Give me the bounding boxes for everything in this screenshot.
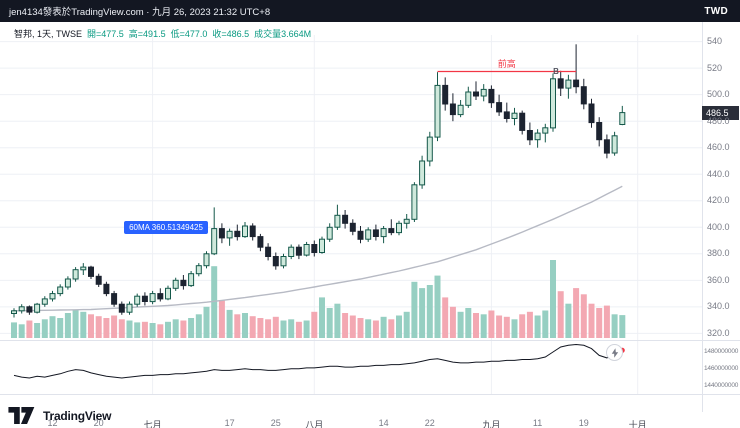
indicator-axis-label: 1460000000 [704,364,739,372]
price-axis-label: 340.0 [707,301,730,312]
time-axis-label: 12 [47,418,58,428]
boost-button[interactable] [606,344,623,361]
time-axis-month-label: 九月 [482,420,501,428]
time-axis-month-label: 八月 [305,420,324,428]
time-axis[interactable]: 12 20 七月 17 25 八月 14 22 九月 11 19 十月 [0,416,702,428]
tradingview-logo-icon [8,407,35,424]
price-axis-label: 360.0 [707,274,730,285]
currency-label: TWD [704,5,728,17]
symbol-title: 智邦, 1天, TWSE [14,29,83,39]
price-axis[interactable]: 486.5 540 520 500.0 480.0 460.0 440.0 420.0 400… [702,22,740,412]
footer-brand[interactable]: TradingView [8,407,111,424]
legend-open: 開=477.5 [87,29,124,39]
lightning-icon [611,347,618,358]
price-axis-label: 460.0 [707,142,730,153]
time-axis-month-label: 十月 [628,420,647,428]
legend-volume: 成交量3.664M [254,29,312,39]
legend-low: 低=477.0 [170,29,208,39]
attribution-link[interactable]: jen4134發表於TradingView.com · 九月 26, 2023 … [9,7,271,18]
time-axis-label: 22 [424,418,435,428]
time-axis-label: 17 [224,418,235,428]
indicator-axis-label: 1440000000 [704,381,739,389]
b-marker-label: B [553,66,559,76]
price-axis-label: 380.0 [707,248,730,259]
chart-legend: 智邦, 1天, TWSE 開=477.5 高=491.5 低=477.0 收=486.5… [14,27,311,40]
prev-high-label: 前高 [497,59,516,70]
topbar: jen4134發表於TradingView.com · 九月 26, 2023 … [0,0,740,22]
price-axis-label: 320.0 [707,327,730,338]
price-axis-label: 540 [707,36,723,47]
time-axis-label: 11 [532,418,543,428]
price-axis-label: 420.0 [707,195,730,206]
price-axis-label: 500.0 [707,89,730,100]
price-axis-label: 480.0 [707,115,730,126]
legend-high: 高=491.5 [128,29,166,39]
brand-name: TradingView [43,408,112,423]
time-axis-month-label: 七月 [143,420,162,428]
time-axis-label: 20 [93,418,104,428]
ma-callout-badge: 60MA 360.51349425 [124,221,208,235]
legend-close: 收=486.5 [212,29,250,39]
price-axis-label: 520 [707,62,723,73]
price-chart-canvas[interactable] [0,22,740,412]
time-axis-label: 14 [378,418,389,428]
price-axis-label: 440.0 [707,168,730,179]
price-axis-label: 400.0 [707,221,730,232]
time-axis-label: 19 [578,418,589,428]
time-axis-label: 25 [270,418,281,428]
last-price-badge: 486.5 [702,105,739,120]
indicator-axis-label: 1480000000 [704,348,739,355]
